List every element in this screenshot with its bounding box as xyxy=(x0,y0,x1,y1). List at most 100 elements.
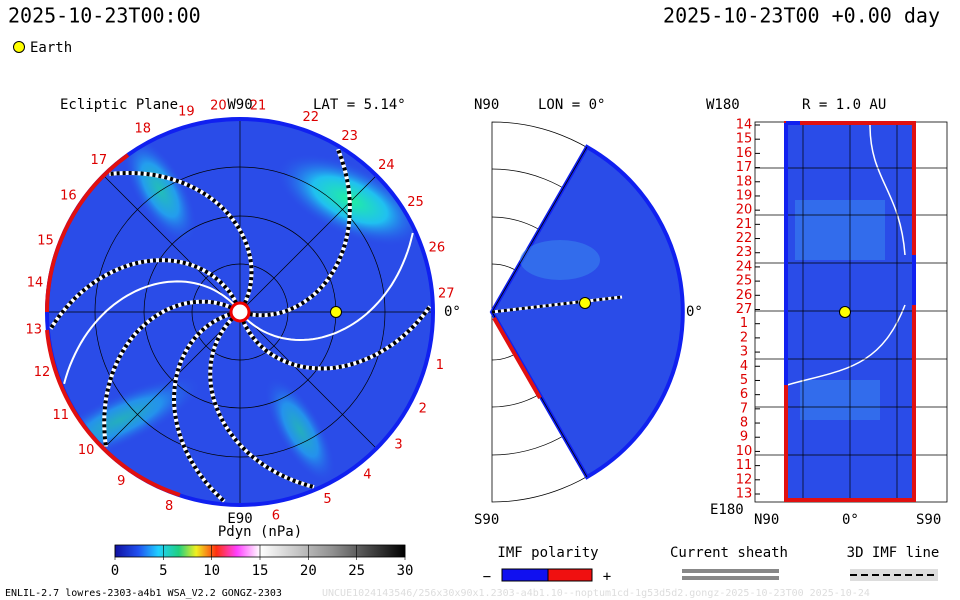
row-label: 18 xyxy=(736,174,753,189)
sheath-swatch xyxy=(682,576,779,580)
row-label: 20 xyxy=(736,203,753,218)
earth-icon xyxy=(13,41,25,53)
rim-label: 21 xyxy=(250,98,267,113)
sheath-swatch xyxy=(682,569,779,573)
row-label: 8 xyxy=(740,416,748,431)
axis-label: W90 xyxy=(227,97,252,113)
row-label: 15 xyxy=(736,132,753,147)
axis-label: N90 xyxy=(754,512,779,528)
row-label: 3 xyxy=(740,345,748,360)
earth xyxy=(579,297,591,309)
earth xyxy=(839,306,851,318)
legend-title: 3D IMF line xyxy=(847,545,940,561)
row-label: 26 xyxy=(736,288,753,303)
axis-label: N90 xyxy=(474,97,499,113)
longitude: LON = 0° xyxy=(538,97,605,113)
row-label: 25 xyxy=(736,274,753,289)
earth xyxy=(330,306,342,318)
row-label: 13 xyxy=(736,487,753,502)
row-label: 7 xyxy=(740,401,748,416)
imf-line xyxy=(102,299,232,447)
rim-label: 20 xyxy=(210,99,227,114)
colorbar-tick-label: 15 xyxy=(252,563,269,579)
time-offset: 2025-10-23T00 +0.00 day xyxy=(663,4,940,28)
rim-label: 6 xyxy=(272,508,280,523)
row-label: 19 xyxy=(736,188,753,203)
imf-line xyxy=(241,305,432,371)
axis-label: S90 xyxy=(916,512,941,528)
radial-panel: W180 R = 1.0 AU E180 N90 0° S90 xyxy=(706,97,948,528)
row-label: 27 xyxy=(736,302,753,317)
latitude: LAT = 5.14° xyxy=(313,97,406,113)
rim-label: 3 xyxy=(394,438,402,453)
rim-label: 18 xyxy=(135,122,152,137)
row-label: 4 xyxy=(740,359,748,374)
timestamp: 2025-10-23T00:00 xyxy=(8,4,201,28)
footer-watermark: UNCUE1024143546/256x30x90x1.2303-a4b1.10… xyxy=(322,588,870,599)
rim-label: 11 xyxy=(52,408,69,423)
row-label: 6 xyxy=(740,387,748,402)
axis-label: S90 xyxy=(474,512,499,528)
row-label: 22 xyxy=(736,231,753,246)
rim-label: 13 xyxy=(26,323,43,338)
rim-label: 25 xyxy=(407,195,424,210)
meridional-panel: N90 LON = 0° 0° S90 xyxy=(474,97,703,528)
row-label: 23 xyxy=(736,245,753,260)
axis-label: 0° xyxy=(686,304,703,320)
axis-label: W180 xyxy=(706,97,740,113)
rim-label: 17 xyxy=(91,153,108,168)
colorbar-tick-label: 0 xyxy=(111,563,119,579)
colorbar-tick-label: 20 xyxy=(300,563,317,579)
legend-text: + xyxy=(603,569,611,585)
rim-label: 24 xyxy=(378,158,395,173)
row-label: 21 xyxy=(736,217,753,232)
axis-label: 0° xyxy=(842,512,859,528)
legend-title: Current sheath xyxy=(670,545,788,561)
radius: R = 1.0 AU xyxy=(802,97,886,113)
rim-label: 5 xyxy=(323,492,331,507)
row-label: 5 xyxy=(740,373,748,388)
axis-label: E90 xyxy=(227,511,252,527)
axis-label: E180 xyxy=(710,502,744,518)
colorbar-label: Pdyn (nPa) xyxy=(218,524,302,540)
rim-label: 2 xyxy=(419,402,427,417)
negative-polarity xyxy=(501,568,549,582)
colorbar-tick-label: 30 xyxy=(397,563,414,579)
row-label: 16 xyxy=(736,146,753,161)
colorbar-tick-label: 5 xyxy=(159,563,167,579)
row-label: 9 xyxy=(740,430,748,445)
row-label: 11 xyxy=(736,458,753,473)
rim-label: 23 xyxy=(341,129,358,144)
rim-label: 4 xyxy=(363,468,371,483)
rim-label: 14 xyxy=(27,276,44,291)
earth-legend: Earth xyxy=(30,40,72,56)
sector-boundary xyxy=(246,232,414,342)
row-label: 2 xyxy=(740,330,748,345)
row-label: 14 xyxy=(736,118,753,133)
rim-label: 16 xyxy=(60,189,77,204)
rim-label: 15 xyxy=(37,234,54,249)
colorbar-tick-label: 25 xyxy=(348,563,365,579)
rim-label: 19 xyxy=(178,105,195,120)
rim-label: 27 xyxy=(438,286,455,301)
imf-line xyxy=(109,170,254,304)
footer: ENLIL-2.7 lowres-2303-a4b1 WSA_V2.2 GONG… xyxy=(5,588,282,599)
rim-label: 10 xyxy=(78,443,95,458)
legend-title: IMF polarity xyxy=(497,545,598,561)
rim-label: 8 xyxy=(165,499,173,514)
row-label: 17 xyxy=(736,160,753,175)
axis-label: 0° xyxy=(444,304,461,320)
rim-label: 12 xyxy=(34,365,51,380)
positive-polarity xyxy=(547,568,593,582)
legend-text: − xyxy=(483,569,491,585)
row-label: 1 xyxy=(740,316,748,331)
row-label: 12 xyxy=(736,472,753,487)
imf-line xyxy=(171,312,231,503)
sector-boundary xyxy=(63,280,235,385)
panel-title: Ecliptic Plane xyxy=(60,97,178,113)
imf-line xyxy=(208,317,315,489)
imf-line xyxy=(49,258,238,330)
row-label: 24 xyxy=(736,259,753,274)
rim-label: 9 xyxy=(117,474,125,489)
